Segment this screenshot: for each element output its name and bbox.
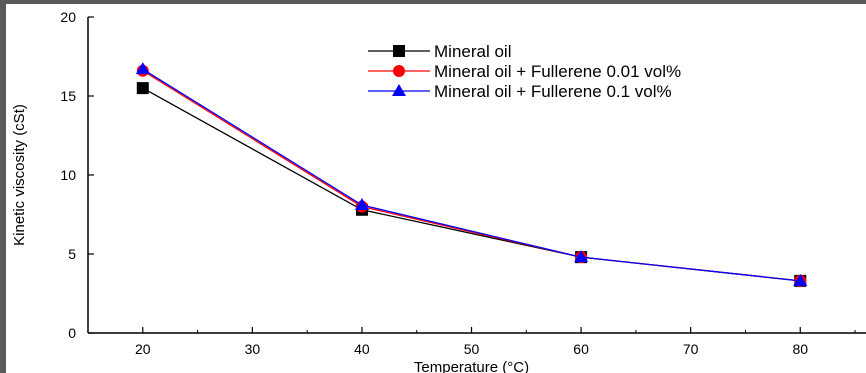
legend-marker (392, 84, 406, 96)
legend-item: Mineral oil + Fullerene 0.01 vol% (368, 62, 681, 81)
series-line (142, 70, 801, 282)
series-point (136, 82, 149, 95)
series-1 (136, 82, 807, 287)
y-tick-label: 20 (60, 9, 76, 25)
series-line (142, 87, 801, 282)
x-tick-label: 60 (573, 341, 589, 357)
y-axis-title: Kinetic viscosity (cSt) (11, 104, 28, 246)
x-tick-label: 20 (135, 341, 151, 357)
legend-label: Mineral oil (434, 42, 511, 61)
series-line (142, 68, 801, 282)
series-point (574, 250, 589, 263)
legend-marker (393, 45, 405, 57)
x-tick-label: 80 (792, 341, 808, 357)
y-tick-label: 5 (68, 246, 76, 262)
legend-label: Mineral oil + Fullerene 0.1 vol% (434, 82, 672, 101)
y-tick-label: 0 (68, 325, 76, 341)
series-3 (135, 62, 808, 286)
series-point (793, 273, 808, 286)
legend-marker (393, 65, 405, 77)
legend-label: Mineral oil + Fullerene 0.01 vol% (434, 62, 681, 81)
y-tick-label: 10 (60, 167, 76, 183)
data-series (135, 62, 808, 287)
series-point (135, 62, 150, 75)
x-axis-title: Temperature (°C) (414, 359, 529, 373)
legend-item: Mineral oil (368, 42, 511, 61)
axis-ticks: 0 5 10 15 20 20 30 40 50 60 70 80 (60, 9, 856, 357)
series-point (354, 198, 369, 211)
y-tick-label: 15 (60, 88, 76, 104)
legend-item: Mineral oil + Fullerene 0.1 vol% (368, 82, 672, 101)
x-tick-label: 30 (245, 341, 261, 357)
x-tick-label: 70 (683, 341, 699, 357)
x-tick-label: 40 (354, 341, 370, 357)
x-tick-label: 50 (464, 341, 480, 357)
